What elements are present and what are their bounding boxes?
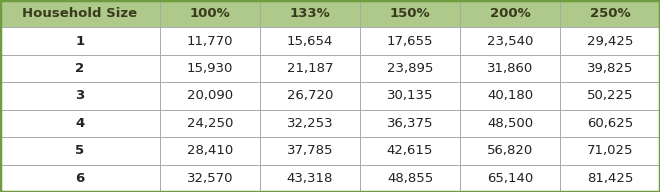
- Bar: [360, 165, 460, 192]
- Bar: [460, 55, 560, 82]
- Text: 5: 5: [75, 144, 84, 157]
- Bar: [260, 82, 360, 110]
- Bar: [460, 110, 560, 137]
- Text: 21,187: 21,187: [286, 62, 333, 75]
- Text: 36,375: 36,375: [387, 117, 433, 130]
- Bar: [0, 27, 160, 55]
- Bar: [360, 27, 460, 55]
- Text: 133%: 133%: [290, 7, 331, 20]
- Bar: [560, 0, 660, 27]
- Text: 15,654: 15,654: [287, 35, 333, 48]
- Bar: [160, 27, 260, 55]
- Text: 26,720: 26,720: [287, 89, 333, 103]
- Text: 48,500: 48,500: [487, 117, 533, 130]
- Text: 200%: 200%: [490, 7, 531, 20]
- Text: Household Size: Household Size: [22, 7, 137, 20]
- Text: 60,625: 60,625: [587, 117, 633, 130]
- Text: 42,615: 42,615: [387, 144, 433, 157]
- Text: 40,180: 40,180: [487, 89, 533, 103]
- Text: 31,860: 31,860: [487, 62, 533, 75]
- Text: 43,318: 43,318: [287, 172, 333, 185]
- Bar: [360, 137, 460, 165]
- Text: 15,930: 15,930: [187, 62, 233, 75]
- Text: 71,025: 71,025: [587, 144, 633, 157]
- Bar: [160, 165, 260, 192]
- Bar: [0, 0, 160, 27]
- Text: 250%: 250%: [589, 7, 630, 20]
- Bar: [160, 55, 260, 82]
- Bar: [0, 165, 160, 192]
- Text: 11,770: 11,770: [187, 35, 233, 48]
- Bar: [260, 0, 360, 27]
- Bar: [360, 55, 460, 82]
- Text: 50,225: 50,225: [587, 89, 633, 103]
- Bar: [160, 110, 260, 137]
- Bar: [560, 137, 660, 165]
- Text: 37,785: 37,785: [286, 144, 333, 157]
- Bar: [0, 55, 160, 82]
- Text: 65,140: 65,140: [487, 172, 533, 185]
- Bar: [0, 82, 160, 110]
- Text: 28,410: 28,410: [187, 144, 233, 157]
- Bar: [360, 0, 460, 27]
- Text: 23,895: 23,895: [387, 62, 433, 75]
- Text: 3: 3: [75, 89, 84, 103]
- Bar: [460, 82, 560, 110]
- Bar: [560, 165, 660, 192]
- Text: 23,540: 23,540: [487, 35, 533, 48]
- Bar: [160, 137, 260, 165]
- Text: 6: 6: [75, 172, 84, 185]
- Text: 150%: 150%: [389, 7, 430, 20]
- Text: 2: 2: [75, 62, 84, 75]
- Bar: [560, 55, 660, 82]
- Text: 1: 1: [75, 35, 84, 48]
- Bar: [460, 27, 560, 55]
- Bar: [0, 137, 160, 165]
- Bar: [260, 55, 360, 82]
- Bar: [460, 137, 560, 165]
- Text: 32,253: 32,253: [286, 117, 333, 130]
- Text: 48,855: 48,855: [387, 172, 433, 185]
- Bar: [160, 0, 260, 27]
- Text: 24,250: 24,250: [187, 117, 233, 130]
- Text: 32,570: 32,570: [187, 172, 233, 185]
- Bar: [260, 137, 360, 165]
- Text: 17,655: 17,655: [387, 35, 433, 48]
- Text: 81,425: 81,425: [587, 172, 633, 185]
- Text: 20,090: 20,090: [187, 89, 233, 103]
- Bar: [560, 110, 660, 137]
- Bar: [560, 27, 660, 55]
- Bar: [260, 165, 360, 192]
- Text: 4: 4: [75, 117, 84, 130]
- Text: 56,820: 56,820: [487, 144, 533, 157]
- Bar: [460, 0, 560, 27]
- Bar: [260, 27, 360, 55]
- Text: 30,135: 30,135: [387, 89, 433, 103]
- Text: 29,425: 29,425: [587, 35, 633, 48]
- Bar: [160, 82, 260, 110]
- Bar: [460, 165, 560, 192]
- Bar: [0, 110, 160, 137]
- Bar: [360, 110, 460, 137]
- Bar: [560, 82, 660, 110]
- Bar: [260, 110, 360, 137]
- Text: 100%: 100%: [189, 7, 230, 20]
- Bar: [360, 82, 460, 110]
- Text: 39,825: 39,825: [587, 62, 633, 75]
